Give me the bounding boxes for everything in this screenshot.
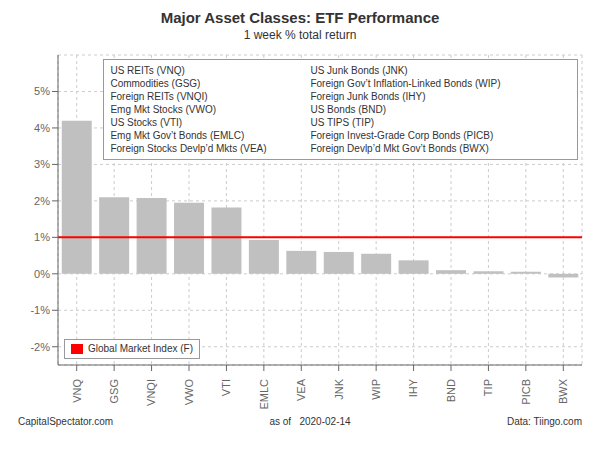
svg-text:-2%: -2% <box>30 341 50 353</box>
html-text:US Stocks (VTI): US Stocks (VTI) <box>110 117 183 128</box>
svg-text:VEA: VEA <box>295 378 307 401</box>
svg-text:JNK: JNK <box>333 378 345 399</box>
svg-text:TIP: TIP <box>482 379 494 396</box>
html-text:Foreign Devlp’d Mkt Gov’t Bond: Foreign Devlp’d Mkt Gov’t Bonds (BWX) <box>310 143 489 154</box>
html-text:Emg Mkt Stocks (VWO): Emg Mkt Stocks (VWO) <box>110 104 216 115</box>
svg-text:1%: 1% <box>34 231 50 243</box>
svg-text:0%: 0% <box>34 268 50 280</box>
html-text:CapitalSpectator.com: CapitalSpectator.com <box>18 416 114 427</box>
html-text:US REITs (VNQ): US REITs (VNQ) <box>110 65 185 76</box>
html-text:US Junk Bonds (JNK): US Junk Bonds (JNK) <box>310 65 408 76</box>
svg-text:VNQI: VNQI <box>145 379 157 406</box>
html-text:Foreign Gov’t Inflation-Linked: Foreign Gov’t Inflation-Linked Bonds (WI… <box>310 78 501 89</box>
svg-text:-1%: -1% <box>30 304 50 316</box>
html-text:Foreign REITs (VNQI): Foreign REITs (VNQI) <box>110 91 208 102</box>
html-text:Foreign Stocks Devlp’d Mkts (V: Foreign Stocks Devlp’d Mkts (VEA) <box>110 143 267 154</box>
html-text:Foreign Junk Bonds (IHY): Foreign Junk Bonds (IHY) <box>310 91 426 102</box>
html-text:Foreign Invest-Grade Corp Bond: Foreign Invest-Grade Corp Bonds (PICB) <box>310 130 494 141</box>
svg-text:VWO: VWO <box>183 379 195 406</box>
svg-text:WIP: WIP <box>370 379 382 400</box>
svg-text:GSG: GSG <box>108 379 120 403</box>
html-text:Major Asset Classes: ETF Perfo: Major Asset Classes: ETF Performance <box>160 9 440 26</box>
svg-text:PICB: PICB <box>520 379 532 405</box>
svg-text:BWX: BWX <box>557 378 569 404</box>
html-text:Data: Tiingo.com: Data: Tiingo.com <box>507 416 582 427</box>
html-text:1 week % total return: 1 week % total return <box>243 28 357 42</box>
html-text:Global Market Index (F): Global Market Index (F) <box>88 343 193 354</box>
svg-text:3%: 3% <box>34 158 50 170</box>
html-text:as of 2020-02-14: as of 2020-02-14 <box>269 416 351 427</box>
svg-text:5%: 5% <box>34 85 50 97</box>
svg-text:BND: BND <box>445 379 457 402</box>
svg-text:VTI: VTI <box>220 379 232 396</box>
html-text:Commodities (GSG): Commodities (GSG) <box>110 78 201 89</box>
svg-text:IHY: IHY <box>407 378 419 397</box>
svg-text:2%: 2% <box>34 195 50 207</box>
html-text:US Bonds (BND): US Bonds (BND) <box>310 104 386 115</box>
html-text:US TIPS (TIP): US TIPS (TIP) <box>310 117 375 128</box>
svg-text:EMLC: EMLC <box>258 379 270 410</box>
html-text:Emg Mkt Gov’t Bonds (EMLC): Emg Mkt Gov’t Bonds (EMLC) <box>110 130 245 141</box>
svg-text:VNQ: VNQ <box>71 379 83 403</box>
svg-text:4%: 4% <box>34 122 50 134</box>
